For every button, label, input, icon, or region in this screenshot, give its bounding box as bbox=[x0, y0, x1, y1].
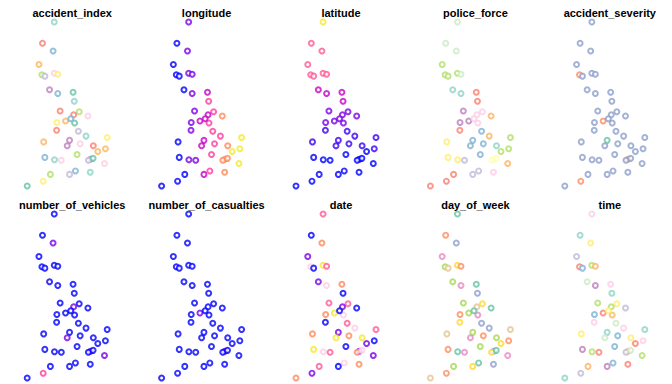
svg-text:number_of_casualties: number_of_casualties bbox=[149, 199, 265, 211]
svg-text:day_of_week: day_of_week bbox=[441, 199, 510, 211]
svg-text:number_of_vehicles: number_of_vehicles bbox=[19, 199, 125, 211]
svg-text:police_force: police_force bbox=[443, 7, 508, 19]
svg-text:date: date bbox=[330, 199, 353, 211]
svg-text:latitude: latitude bbox=[321, 7, 360, 19]
svg-text:accident_index: accident_index bbox=[32, 7, 112, 19]
svg-text:accident_severity: accident_severity bbox=[564, 7, 657, 19]
svg-text:time: time bbox=[598, 199, 621, 211]
svg-text:longitude: longitude bbox=[182, 7, 232, 19]
